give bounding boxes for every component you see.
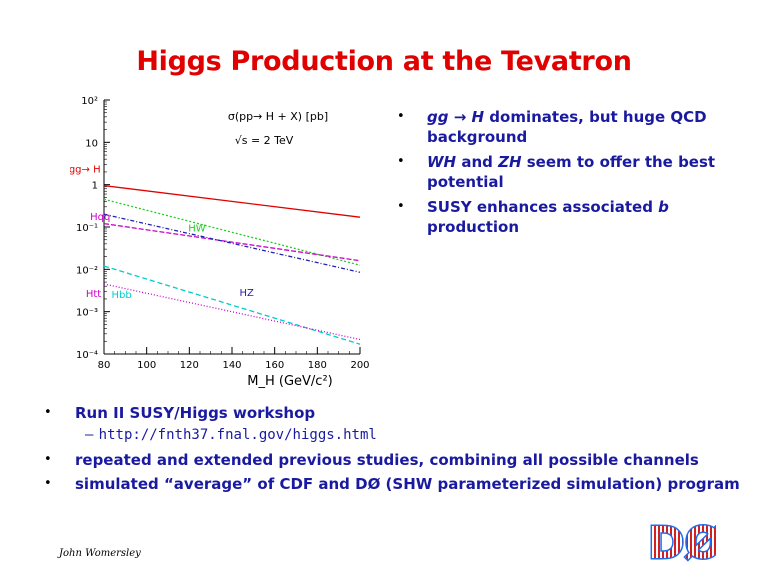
sub-bullet-dash: – (85, 427, 94, 443)
bullet-repeated-text: repeated and extended previous studies, … (75, 451, 699, 469)
plot-y-tick-label: 10⁻³ (76, 308, 98, 319)
plot-curve-label: Hqq (90, 212, 110, 223)
plot-y-tick-label: 10⁻⁴ (76, 350, 98, 361)
plot-series-line (103, 198, 361, 266)
plot-curve-label: Htt (86, 289, 101, 300)
bullet-susy-production: production (427, 218, 520, 236)
bullet-simulated-text: simulated “average” of CDF and DØ (SHW p… (75, 475, 740, 493)
plot-curve-label: Hbb (111, 290, 131, 301)
plot-x-tick-label: 120 (180, 360, 199, 371)
cross-section-plot: 10² 10 1 10⁻¹ 10⁻² 10⁻³ 10⁻⁴ 80 100 120 140 160 180 2… (70, 88, 370, 394)
bullet-wh-zh-rest: seem to offer the best potential (427, 153, 716, 191)
plot-x-tick-label: 200 (350, 360, 369, 371)
plot-series-line (103, 222, 361, 262)
d0-logo: DØ (646, 516, 724, 571)
bullet-run2-text: Run II SUSY/Higgs workshop (75, 404, 316, 422)
bullet-dot-icon: • (397, 199, 405, 214)
slide-title: Higgs Production at the Tevatron (136, 46, 632, 77)
footer-author: John Womersley (59, 548, 141, 559)
bullet-dot-icon: • (397, 154, 405, 169)
bullet-repeated-studies: • repeated and extended previous studies… (44, 450, 744, 470)
bullet-gg-h-italic: gg (427, 108, 449, 126)
bullet-gg-h-H: H (466, 108, 485, 126)
workshop-url-link[interactable]: http://fnth37.fnal.gov/higgs.html (98, 427, 377, 443)
bullet-run2-workshop: • Run II SUSY/Higgs workshop – http://fn… (44, 403, 744, 445)
plot-y-tick-label: 10⁻¹ (76, 223, 98, 234)
plot-y-tick-label: 10⁻² (76, 265, 98, 276)
plot-curve-label: HZ (239, 288, 254, 299)
plot-series-line (103, 265, 361, 345)
bullet-dot-icon: • (44, 405, 52, 420)
plot-series-line (103, 283, 361, 341)
bullet-dot-icon: • (44, 476, 52, 491)
bullet-susy-pre: SUSY enhances associated (427, 198, 659, 216)
plot-x-axis-label: M_H (GeV/c²) (247, 374, 332, 389)
d0-logo-text: DØ (648, 518, 716, 564)
bullet-susy: • SUSY enhances associated b production (397, 197, 742, 237)
bullet-wh-zh: • WH and ZH seem to offer the best poten… (397, 152, 742, 192)
bullet-simulated-average: • simulated “average” of CDF and DØ (SHW… (44, 474, 744, 494)
plot-y-tick-label: 10 (85, 138, 98, 149)
bullet-dot-icon: • (397, 109, 405, 124)
bullet-wh-and: and (456, 153, 499, 171)
plot-subtitle: √s = 2 TeV (235, 134, 294, 147)
bullet-dot-icon: • (44, 452, 52, 467)
right-bullet-list: • gg → H dominates, but huge QCD backgro… (397, 107, 742, 242)
bullet-gg-h-rest: dominates, but huge QCD background (427, 108, 707, 146)
bullet-susy-b: b (658, 198, 669, 216)
plot-y-tick-label: 10² (81, 96, 98, 107)
plot-x-tick-label: 140 (222, 360, 241, 371)
plot-curve-label: gg→ H (70, 164, 101, 175)
bottom-bullet-list: • Run II SUSY/Higgs workshop – http://fn… (44, 403, 744, 498)
plot-y-tick-label: 1 (92, 181, 98, 192)
plot-x-tick-label: 160 (265, 360, 284, 371)
cross-section-chart-svg: 10² 10 1 10⁻¹ 10⁻² 10⁻³ 10⁻⁴80 100 120 140 160 180 2… (70, 96, 370, 389)
arrow-icon: → (453, 108, 467, 126)
plot-x-tick-label: 180 (308, 360, 327, 371)
bullet-zh: ZH (498, 153, 522, 171)
plot-series-line (103, 184, 361, 218)
plot-x-tick-label: 80 (98, 360, 111, 371)
plot-title: σ(pp→ H + X) [pb] (228, 110, 328, 123)
plot-x-tick-label: 100 (137, 360, 156, 371)
bullet-wh: WH (427, 153, 457, 171)
sub-bullet-url: – http://fnth37.fnal.gov/higgs.html (85, 424, 744, 445)
d0-logo-icon: DØ (647, 517, 724, 571)
bullet-gg-h: • gg → H dominates, but huge QCD backgro… (397, 107, 742, 147)
plot-curve-label: HW (188, 223, 206, 234)
plot-series-line (103, 213, 361, 273)
